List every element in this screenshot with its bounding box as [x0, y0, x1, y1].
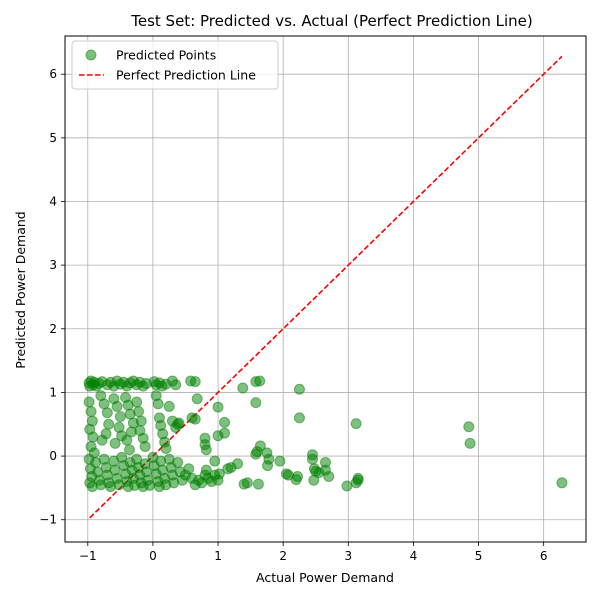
scatter-point [464, 437, 476, 449]
y-tick-label: 4 [49, 194, 57, 208]
scatter-point [199, 439, 211, 451]
y-tick-label: 3 [49, 258, 57, 272]
scatter-point [172, 456, 184, 468]
y-tick-label: 6 [49, 67, 57, 81]
chart-title: Test Set: Predicted vs. Actual (Perfect … [130, 12, 533, 30]
scatter-point [163, 400, 175, 412]
legend-label-perfect-prediction-line: Perfect Prediction Line [116, 68, 256, 83]
scatter-point [111, 400, 123, 412]
axis-ticks: −1 0 1 2 3 4 5 6 −1 0 1 2 3 4 5 6 [39, 67, 547, 563]
scatter-point [83, 396, 95, 408]
scatter-point [254, 375, 266, 387]
scatter-point [173, 417, 185, 429]
scatter-point [293, 383, 305, 395]
scatter-point [323, 470, 335, 482]
scatter-point [170, 379, 182, 391]
scatter-point [291, 470, 303, 482]
scatter-point [250, 397, 262, 409]
scatter-point [189, 376, 201, 388]
scatter-point [350, 418, 362, 430]
scatter-point [152, 398, 164, 410]
x-tick-label: 3 [344, 549, 352, 563]
scatter-point [131, 396, 143, 408]
scatter-point [139, 441, 151, 453]
y-tick-label: 5 [49, 131, 57, 145]
scatter-point [212, 401, 224, 413]
y-tick-label: 1 [49, 385, 57, 399]
scatter-point [293, 412, 305, 424]
scatter-point [241, 477, 253, 489]
legend-marker-predicted-points [85, 49, 97, 61]
scatter-point [556, 477, 568, 489]
legend-box [71, 40, 279, 90]
scatter-point [96, 434, 108, 446]
legend: Predicted Points Perfect Prediction Line [71, 40, 279, 90]
x-tick-label: 4 [410, 549, 418, 563]
y-tick-label: −1 [39, 513, 57, 527]
scatter-point [135, 415, 147, 427]
scatter-point [306, 453, 318, 465]
scatter-point [219, 427, 231, 439]
line-series-layer [89, 55, 563, 519]
scatter-point [263, 453, 275, 465]
scatter-point [133, 406, 145, 418]
y-axis-label: Predicted Power Demand [13, 211, 28, 368]
scatter-point [209, 455, 221, 467]
scatter-point [189, 413, 201, 425]
x-tick-label: 1 [214, 549, 222, 563]
scatter-point [352, 472, 364, 484]
scatter-point [463, 421, 475, 433]
scatter-point [103, 418, 115, 430]
scatter-point [274, 455, 286, 467]
scatter-point [183, 463, 195, 475]
scatter-point [101, 407, 113, 419]
y-tick-label: 0 [49, 449, 57, 463]
scatter-point [123, 444, 135, 456]
scatter-point [109, 437, 121, 449]
scatter-point [114, 411, 126, 423]
plot-frame [64, 35, 587, 543]
scatter-point [191, 393, 203, 405]
scatter-point [232, 458, 244, 470]
x-tick-label: 6 [540, 549, 548, 563]
scatter-point [237, 382, 249, 394]
scatter-point [341, 480, 353, 492]
scatter-point-layer [83, 375, 568, 493]
x-tick-label: 2 [279, 549, 287, 563]
legend-label-predicted-points: Predicted Points [116, 48, 216, 63]
scatter-point [121, 434, 133, 446]
x-tick-label: 5 [475, 549, 483, 563]
scatter-point [213, 468, 225, 480]
scatter-point [219, 416, 231, 428]
x-tick-label: 0 [149, 549, 157, 563]
scatter-point [254, 440, 266, 452]
y-tick-label: 2 [49, 322, 57, 336]
perfect-prediction-line [89, 55, 563, 519]
scatter-point [85, 406, 97, 418]
scatter-point [87, 431, 99, 443]
scatter-point [160, 442, 172, 454]
x-tick-label: −1 [79, 549, 97, 563]
scatter-point [252, 478, 264, 490]
x-axis-label: Actual Power Demand [256, 570, 394, 585]
